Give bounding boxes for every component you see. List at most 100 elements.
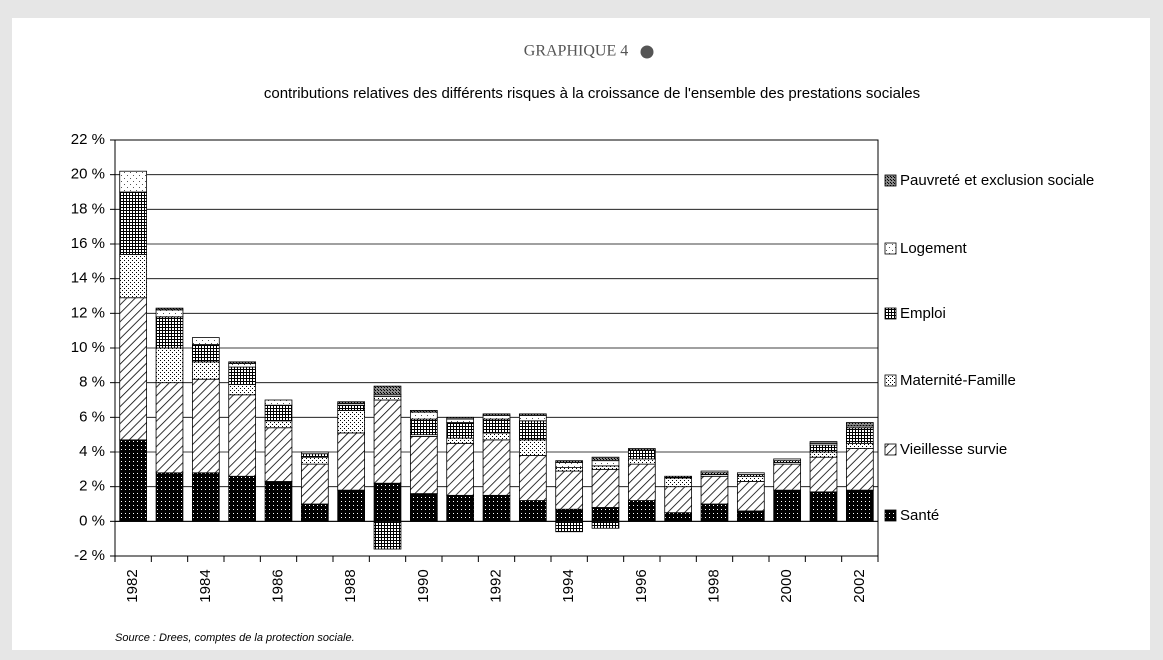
bar-segment [228,383,257,396]
legend-swatch [884,242,897,255]
bar-segment [700,470,729,474]
bar-segment [591,456,620,462]
bar-segment [446,416,475,420]
x-tick-label: 1998 [705,569,722,602]
bar-segment [300,503,329,522]
y-tick-label: 10 % [71,339,105,356]
legend-swatch [884,443,897,456]
bar-segment [627,448,656,451]
bar-segment [482,432,511,441]
y-tick-label: 2 % [79,478,105,495]
bar-segment [119,191,148,255]
y-tick-label: 18 % [71,200,105,217]
bar-segment [446,418,475,423]
bar-segment [191,344,220,363]
bar-segment [845,489,874,522]
bar-segment [700,503,729,522]
bar-segment [300,453,329,458]
bar-segment [119,253,148,299]
bar-segment [736,472,765,475]
bar-segment [664,512,693,522]
bar-segment [555,520,584,533]
bar-segment [555,460,584,463]
x-tick-label: 1984 [197,569,214,602]
bar-segment [155,309,184,318]
bar-segment [337,401,366,404]
bar-segment [373,482,402,522]
bar-segment [555,461,584,468]
x-tick-label: 1982 [124,569,141,602]
y-tick-label: 0 % [79,512,105,529]
bar-segment [337,409,366,434]
bar-segment [555,508,584,522]
bar-segment [155,347,184,384]
legend-swatch [884,509,897,522]
bar-segment [191,337,220,345]
bar-segment [518,439,547,456]
bar-segment [264,399,293,406]
bar-segment [409,435,438,494]
bar-segment [591,465,620,470]
bar-segment [264,420,293,429]
bar-segment [700,475,729,505]
bar-segment [591,460,620,467]
bar-segment [664,486,693,514]
bar-segment [809,456,838,493]
bar-segment [518,500,547,522]
x-tick-label: 1990 [415,569,432,602]
bar-segment [482,439,511,496]
legend-label: Pauvreté et exclusion sociale [900,172,1094,189]
bar-segment [191,361,220,380]
bar-segment [809,451,838,458]
bar-segment [373,396,402,401]
panel [12,18,1150,650]
bar-segment [373,520,402,550]
bar-segment [446,437,475,444]
legend-label: Vieillesse survie [900,441,1007,458]
bar-segment [373,399,402,484]
bar-segment [300,463,329,505]
bar-segment [155,382,184,474]
bar-segment [337,489,366,522]
bar-segment [373,385,402,396]
bar-segment [555,470,584,510]
bar-segment [482,415,511,420]
plot-frame [114,139,879,557]
x-tick-label: 2002 [851,569,868,602]
bar-segment [627,449,656,460]
bar-segment [446,494,475,522]
y-tick-label: 4 % [79,443,105,460]
x-tick-label: 1996 [633,569,650,602]
bar-segment [228,363,257,368]
bar-segment [809,441,838,444]
bar-segment [773,489,802,522]
bar-segment [736,475,765,482]
bar-segment [736,481,765,512]
legend-label: Santé [900,507,939,524]
y-tick-label: 16 % [71,235,105,252]
bar-segment [627,500,656,522]
bar-segment [664,477,693,488]
bar-segment [155,316,184,349]
bar-segment [409,411,438,420]
x-tick-label: 2000 [778,569,795,602]
bar-segment [228,366,257,385]
bar-segment [228,361,257,365]
x-tick-label: 1988 [342,569,359,602]
bar-segment [119,439,148,522]
bar-segment [191,378,220,474]
legend-label: Logement [900,240,968,257]
bar-segment [446,442,475,496]
legend-swatch [884,307,897,320]
bar-segment [446,422,475,439]
bar-segment [409,418,438,436]
bar-segment [300,451,329,455]
source-note: Source : Drees, comptes de la protection… [115,632,355,644]
bar-segment [300,456,329,465]
bar-segment [809,491,838,522]
legend-label: Maternité-Famille [900,372,1016,389]
bar-segment [191,472,220,522]
x-tick-label: 1994 [560,569,577,602]
bar-segment [482,418,511,434]
bar-segment [337,432,366,491]
